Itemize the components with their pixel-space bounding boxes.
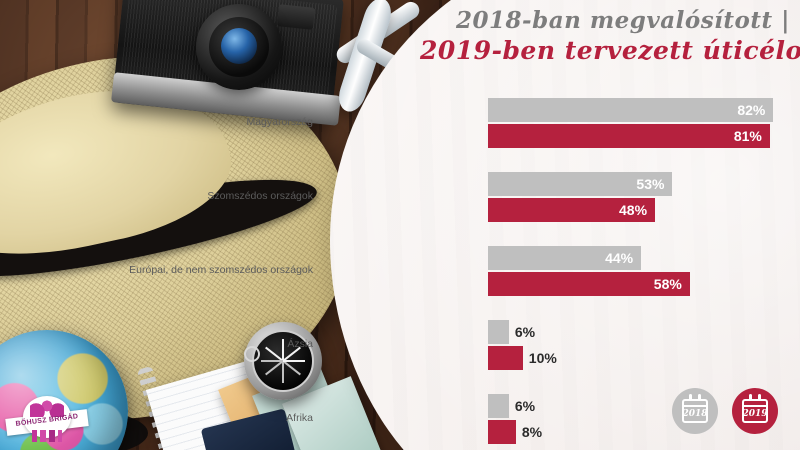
bar-value-label: 58% [653, 276, 682, 292]
category-label: Szomszédos országok [207, 190, 313, 202]
calendar-icon: 2019 [742, 394, 768, 423]
calendar-header-bar [684, 405, 706, 407]
legend-badge-2018[interactable]: 2018 [672, 388, 718, 434]
camera-lens-barrel [209, 17, 269, 77]
logo-bars-icon [32, 430, 62, 442]
bar-2018-3: 44% [488, 246, 642, 270]
chart-row-group: Szomszédos országok 53% 48% [0, 172, 800, 222]
chart-row-group: Afrika 6% 8% [0, 394, 800, 444]
chart-row-group: Magyarország 82% 81% [0, 98, 800, 148]
content-panel [330, 0, 800, 450]
compass-face [252, 330, 314, 392]
legend-year-2019: 2019 [742, 409, 768, 419]
bar-2018-2: 53% [488, 172, 673, 196]
camera-dial [276, 4, 316, 30]
bar-value-label: 82% [737, 102, 766, 118]
chart-row-group: Ázsia 6% 10% [0, 320, 800, 370]
bar-2019-1: 81% [488, 124, 770, 148]
page-title: 2018-ban megvalósított | 2019-ben tervez… [420, 7, 800, 65]
bar-2018-5: 6% [488, 394, 535, 418]
bar-2019-3: 58% [488, 272, 690, 296]
bar-value-label: 6% [514, 398, 536, 414]
category-label: Magyarország [246, 116, 313, 128]
bar-value-label: 44% [605, 250, 634, 266]
compass-keyring [244, 346, 260, 362]
calendar-icon: 2018 [682, 394, 708, 423]
compass-image [244, 322, 322, 400]
bar-value-label: 6% [514, 324, 536, 340]
chart-legend: 2018 2019 [672, 388, 778, 434]
brand-logo[interactable]: BŐHUSZ BRIGÁD [5, 396, 89, 442]
bar-2019-4: 10% [488, 346, 557, 370]
panel-highlight [330, 0, 800, 450]
category-label: Ázsia [287, 338, 313, 350]
logo-figures-icon [30, 400, 64, 417]
bar-value-label: 8% [521, 424, 543, 440]
bar-value-label: 48% [619, 202, 648, 218]
legend-badge-2019[interactable]: 2019 [732, 388, 778, 434]
legend-year-2018: 2018 [682, 409, 708, 419]
chart-row-group: Európai, de nem szomszédos országok 44% 58… [0, 246, 800, 296]
bar-2018-4: 6% [488, 320, 535, 344]
title-line-2019: 2019-ben tervezett úticélok [420, 35, 800, 65]
bar-chart: Magyarország 82% 81% Szomszédos országok 53%… [0, 98, 800, 446]
bar-2019-5: 8% [488, 420, 542, 444]
title-line-2018: 2018-ban megvalósított | [456, 7, 790, 34]
bar-2019-2: 48% [488, 198, 656, 222]
category-label: Afrika [286, 412, 313, 424]
bar-value-label: 10% [528, 350, 557, 366]
bar-value-label: 53% [636, 176, 665, 192]
camera-lens [196, 4, 282, 90]
bar-2018-1: 82% [488, 98, 774, 122]
category-label: Európai, de nem szomszédos országok [129, 264, 313, 276]
bar-value-label: 81% [733, 128, 762, 144]
calendar-header-bar [744, 405, 766, 407]
camera-lens-glass [221, 28, 257, 64]
